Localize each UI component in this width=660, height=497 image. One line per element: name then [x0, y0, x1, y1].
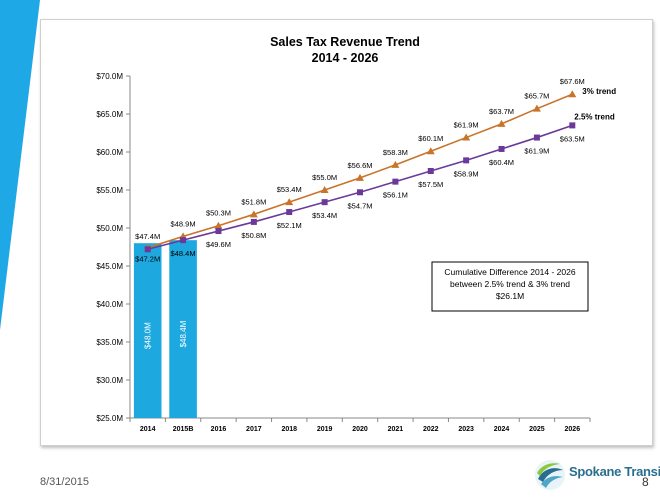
y-tick-label: $35.0M: [96, 338, 123, 347]
series-2-5pct-label: $60.4M: [489, 158, 514, 167]
series-2-5pct-point: [215, 228, 222, 235]
series-2-5pct-point: [180, 237, 187, 244]
series-2-5pct-line: [147, 124, 573, 251]
logo-text: Spokane Transit: [569, 464, 660, 479]
series-3pct-point: [426, 147, 435, 155]
series-3pct-label: $51.8M: [241, 197, 266, 206]
series-2-5pct-point: [286, 209, 293, 216]
x-tick-label: 2017: [246, 426, 262, 433]
series-3pct-label: $58.3M: [383, 148, 408, 157]
series-3pct-label: $67.6M: [560, 77, 585, 86]
annotation-box: Cumulative Difference 2014 - 2026 betwee…: [431, 261, 589, 312]
series-2-5pct-label: $50.8M: [241, 231, 266, 240]
series-2-5pct-point: [427, 168, 434, 174]
x-tick-label: 2021: [388, 426, 404, 433]
series-3pct-point: [462, 133, 471, 141]
x-tick-label: 2019: [317, 426, 333, 433]
y-tick-label: $45.0M: [96, 262, 123, 271]
series-3pct-point: [320, 186, 329, 193]
x-tick-label: 2024: [494, 426, 510, 433]
slide-date: 8/31/2015: [40, 476, 89, 488]
series-3pct-point: [356, 173, 364, 181]
y-tick-label: $25.0M: [96, 414, 123, 423]
series-3pct-point: [391, 160, 400, 168]
chart-title: Sales Tax Revenue Trend: [270, 35, 420, 49]
accent-shape: [0, 0, 40, 330]
x-tick-label: 2026: [565, 426, 581, 433]
series-2-5pct-point: [569, 122, 576, 129]
series-2-5pct-label: $56.1M: [383, 191, 408, 200]
bar-value-label: $48.4M: [179, 320, 188, 347]
y-tick-label: $50.0M: [96, 224, 123, 233]
x-tick-label: 2015B: [173, 426, 194, 433]
series-2-5pct-point: [144, 246, 151, 253]
series-3pct-label: $56.6M: [347, 161, 372, 170]
series-2-5pct-point: [533, 134, 540, 141]
series-3pct-point: [214, 221, 223, 229]
x-tick-label: 2023: [458, 426, 474, 433]
series-2-5pct-label: $48.4M: [171, 249, 196, 258]
series-2-5pct-label: $53.4M: [312, 211, 337, 220]
y-tick-label: $60.0M: [96, 148, 123, 157]
y-tick-label: $55.0M: [96, 186, 123, 195]
spokane-transit-logo: Spokane Transit: [533, 458, 660, 492]
series-3pct-label: $48.9M: [171, 219, 196, 228]
annotation-line1: Cumulative Difference 2014 - 2026: [444, 267, 575, 277]
annotation-line3: $26.1M: [496, 291, 524, 301]
series-3pct-label: $65.7M: [524, 92, 549, 101]
series-3pct-point: [568, 90, 577, 98]
series-2-5pct-label: $63.5M: [560, 134, 585, 143]
y-tick-label: $40.0M: [96, 300, 123, 309]
series-3pct-label: $61.9M: [454, 121, 479, 130]
x-tick-label: 2016: [211, 426, 227, 433]
y-tick-label: $30.0M: [96, 376, 123, 385]
logo-swirl-icon: [535, 460, 565, 490]
series-2-5pct-point: [463, 157, 470, 164]
series-3pct-label: $53.4M: [277, 185, 302, 194]
series-2-5pct-label: $58.9M: [454, 169, 479, 178]
page-number: 8: [642, 475, 649, 489]
series-2-5pct-label: $54.7M: [347, 201, 372, 210]
series-2-5pct-point: [321, 199, 328, 206]
sales-tax-chart: Sales Tax Revenue Trend 2014 - 2026 $25.…: [96, 35, 616, 433]
series-2-5pct-point: [250, 218, 257, 225]
series-3pct-label: $55.0M: [312, 173, 337, 182]
bar: [133, 243, 162, 418]
series-2-5pct-label: $49.6M: [206, 240, 231, 249]
series-2-5pct-point: [392, 178, 399, 185]
series-3pct-line: [147, 93, 573, 249]
x-tick-label: 2020: [352, 426, 368, 433]
series-3pct-point: [497, 119, 506, 127]
series-3pct-label: $47.4M: [135, 232, 160, 241]
series-2-5pct-point: [357, 189, 363, 196]
series-3pct-point: [249, 210, 258, 218]
series-2-5pct-point: [498, 145, 505, 152]
series-2-5pct-label: $61.9M: [524, 147, 549, 156]
series-2-5pct-label: $57.5M: [418, 180, 443, 189]
chart-subtitle: 2014 - 2026: [312, 51, 379, 65]
series-3pct-label: $63.7M: [489, 107, 514, 116]
x-tick-label: 2018: [281, 426, 297, 433]
annotation-line2: between 2.5% trend & 3% trend: [450, 279, 570, 289]
series-2-5pct-label: $47.2M: [135, 254, 160, 263]
x-tick-label: 2025: [529, 426, 545, 433]
series-3pct-point: [285, 198, 294, 206]
x-tick-label: 2014: [140, 426, 156, 433]
series-3pct-name: 3% trend: [582, 87, 616, 96]
bar-value-label: $48.0M: [144, 322, 153, 349]
y-tick-label: $65.0M: [96, 110, 123, 119]
series-3pct-point: [532, 104, 541, 112]
series-3pct-label: $50.3M: [206, 209, 231, 218]
series-2-5pct-name: 2.5% trend: [574, 112, 615, 121]
y-tick-label: $70.0M: [96, 72, 123, 81]
x-tick-label: 2022: [423, 426, 439, 433]
bar: [169, 240, 197, 418]
series-3pct-label: $60.1M: [418, 134, 443, 143]
series-2-5pct-label: $52.1M: [277, 221, 302, 230]
